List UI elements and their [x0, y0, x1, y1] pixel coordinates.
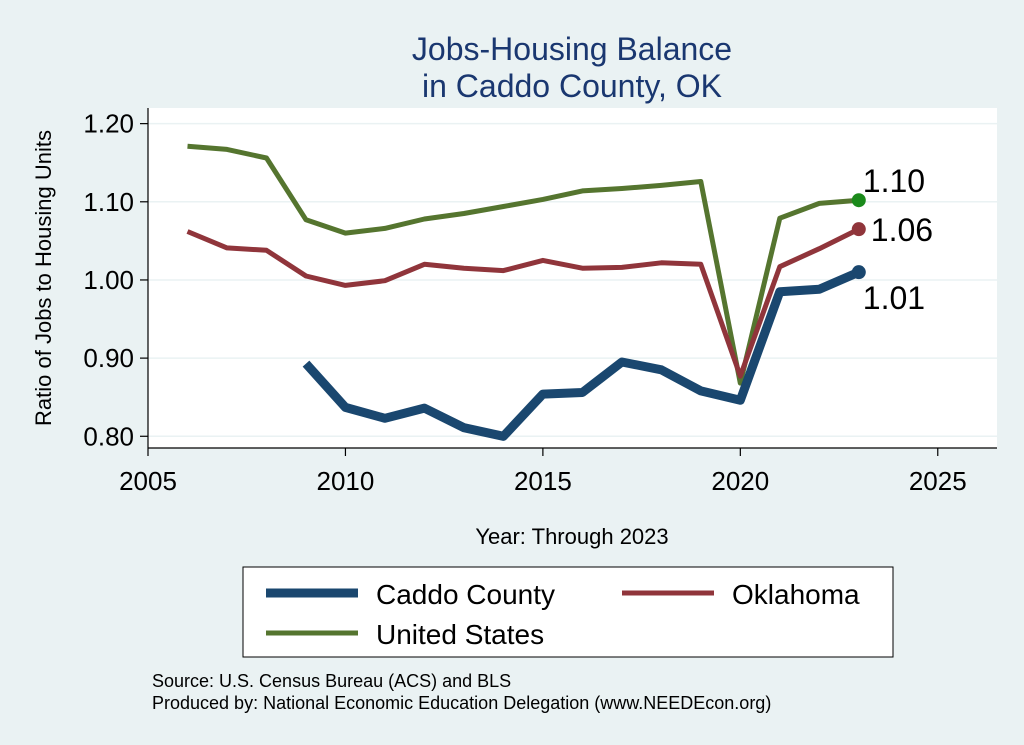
legend-label-caddo-county: Caddo County — [376, 579, 555, 610]
gridlines — [148, 122, 997, 438]
end-marker-caddo-county — [851, 265, 866, 280]
end-markers — [851, 193, 866, 280]
end-label-caddo-county: 1.01 — [863, 280, 925, 316]
y-tick-label: 0.80 — [83, 421, 134, 451]
legend-label-united-states: United States — [376, 619, 544, 650]
y-axis-label: Ratio of Jobs to Housing Units — [31, 130, 56, 426]
source-note: Source: U.S. Census Bureau (ACS) and BLS — [152, 671, 511, 691]
x-tick-label: 2005 — [119, 466, 177, 496]
x-tick-label: 2025 — [909, 466, 967, 496]
chart-title-line-1: Jobs-Housing Balance — [412, 31, 732, 67]
chart-title-line-2: in Caddo County, OK — [422, 68, 722, 104]
x-axis-ticks: 2005 2010 2015 2020 2025 — [119, 448, 967, 496]
y-tick-label: 1.00 — [83, 265, 134, 295]
series-lines — [186, 143, 861, 441]
x-tick-label: 2015 — [514, 466, 572, 496]
legend-box — [242, 566, 894, 658]
x-axis-label: Year: Through 2023 — [475, 524, 668, 549]
y-tick-label: 1.10 — [83, 187, 134, 217]
end-label-united-states: 1.10 — [863, 163, 925, 199]
x-tick-label: 2010 — [317, 466, 375, 496]
end-label-oklahoma: 1.06 — [871, 212, 933, 248]
y-axis-ticks: 0.80 0.90 1.00 1.10 1.20 — [83, 109, 148, 451]
y-tick-label: 0.90 — [83, 343, 134, 373]
series-line-oklahoma — [186, 226, 860, 379]
series-line-caddo-county — [302, 267, 861, 441]
producer-note: Produced by: National Economic Education… — [152, 693, 771, 713]
y-tick-label: 1.20 — [83, 109, 134, 139]
legend-label-oklahoma: Oklahoma — [732, 579, 860, 610]
end-marker-oklahoma — [851, 222, 866, 237]
end-marker-united-states — [851, 193, 866, 208]
x-tick-label: 2020 — [711, 466, 769, 496]
